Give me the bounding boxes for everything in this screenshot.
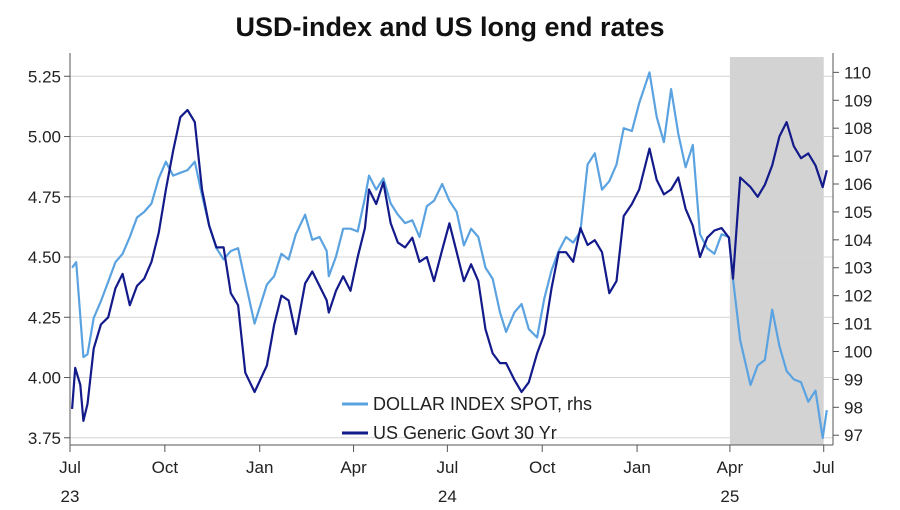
shaded-region-layer (729, 57, 824, 445)
right-tick-label: 98 (844, 398, 863, 417)
left-tick-label: 4.00 (28, 369, 61, 388)
left-tick-label: 5.25 (28, 67, 61, 86)
left-tick-label: 4.50 (28, 248, 61, 267)
chart-title: USD-index and US long end rates (235, 12, 664, 42)
left-tick-label: 4.75 (28, 188, 61, 207)
right-tick-label: 101 (844, 315, 872, 334)
axes (64, 53, 839, 452)
right-tick-label: 102 (844, 287, 872, 306)
x-tick-label: Jul (59, 458, 81, 477)
series-lines (71, 71, 828, 440)
legend-label-us-30yr: US Generic Govt 30 Yr (373, 423, 557, 443)
x-tick-label: Jan (623, 458, 650, 477)
series-line-us-30yr (71, 108, 828, 422)
left-tick-label: 5.00 (28, 128, 61, 147)
x-year-label: 24 (438, 487, 457, 506)
series-line-dollar-index (71, 71, 828, 440)
x-axis-tick-labels: Jul 23 Oct Jan Apr Jul 24 Oct Jan Apr 25 Jul (59, 458, 834, 506)
x-year-label: 23 (61, 487, 80, 506)
right-tick-label: 107 (844, 147, 872, 166)
right-tick-label: 108 (844, 119, 872, 138)
legend-label-dollar-index: DOLLAR INDEX SPOT, rhs (373, 394, 592, 414)
right-tick-label: 109 (844, 91, 872, 110)
legend: DOLLAR INDEX SPOT, rhs US Generic Govt 3… (342, 394, 592, 443)
x-tick-label: Jul (437, 458, 459, 477)
x-tick-label: Jan (246, 458, 273, 477)
right-tick-label: 106 (844, 175, 872, 194)
right-tick-label: 97 (844, 426, 863, 445)
x-tick-label: Oct (152, 458, 179, 477)
right-axis-tick-labels: 97 98 99 100 101 102 103 104 105 106 107 108 109 110 (844, 63, 872, 445)
left-axis-tick-labels: 3.75 4.00 4.25 4.50 4.75 5.00 5.25 (28, 67, 61, 447)
x-tick-label: Oct (529, 458, 556, 477)
x-year-label: 25 (720, 487, 739, 506)
right-tick-label: 105 (844, 203, 872, 222)
left-tick-label: 3.75 (28, 429, 61, 448)
shaded-region (729, 57, 824, 445)
x-tick-label: Apr (717, 458, 744, 477)
left-tick-label: 4.25 (28, 308, 61, 327)
right-tick-label: 99 (844, 370, 863, 389)
x-tick-label: Jul (813, 458, 835, 477)
right-tick-label: 100 (844, 342, 872, 361)
right-tick-label: 103 (844, 259, 872, 278)
gridlines (70, 75, 833, 439)
right-tick-label: 104 (844, 231, 872, 250)
right-tick-label: 110 (844, 63, 871, 82)
x-tick-label: Apr (340, 458, 367, 477)
